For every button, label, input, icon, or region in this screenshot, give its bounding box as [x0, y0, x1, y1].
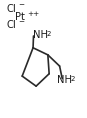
Text: Cl: Cl	[6, 4, 16, 14]
Text: −: −	[19, 19, 25, 25]
Text: ++: ++	[27, 11, 40, 17]
Text: Cl: Cl	[6, 20, 16, 30]
Text: NH: NH	[57, 76, 72, 85]
Text: 2: 2	[47, 31, 51, 37]
Text: −: −	[19, 2, 25, 8]
Text: NH: NH	[33, 30, 48, 40]
Text: Pt: Pt	[15, 12, 25, 22]
Text: 2: 2	[70, 76, 75, 82]
